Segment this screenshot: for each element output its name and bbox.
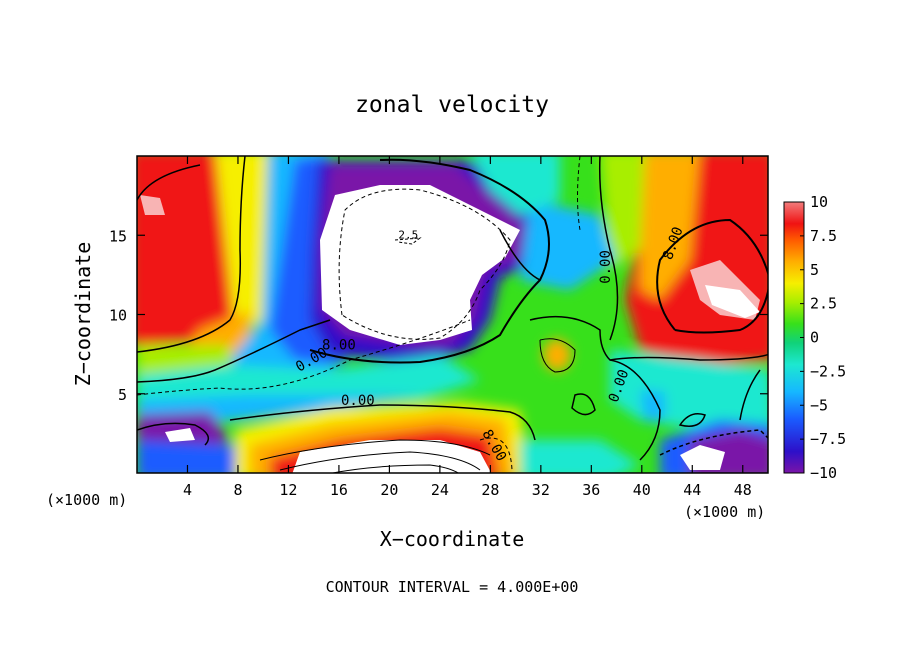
x-axis-label: X−coordinate (380, 527, 525, 551)
colorbar-tick-label: −2.5 (810, 362, 846, 380)
colorbar-tick-label: 2.5 (810, 295, 837, 313)
x-tick-label: 4 (183, 481, 192, 499)
x-tick-label: 40 (633, 481, 651, 499)
colorbar-tick-label: −5 (810, 396, 828, 414)
x-tick-label: 28 (481, 481, 499, 499)
x-tick-label: 36 (582, 481, 600, 499)
x-tick-label: 48 (734, 481, 752, 499)
y-axis-label: Z−coordinate (71, 242, 95, 387)
x-unit-left: (×1000 m) (46, 491, 127, 509)
colorbar-tick-label: 10 (810, 193, 828, 211)
x-tick-label: 12 (279, 481, 297, 499)
contour-interval-note: CONTOUR INTERVAL = 4.000E+00 (326, 578, 579, 596)
x-tick-label: 16 (330, 481, 348, 499)
contour-label: 0.00 (341, 393, 375, 409)
x-tick-label: 44 (683, 481, 701, 499)
y-tick-label: 15 (109, 227, 127, 245)
heatmap-field (137, 156, 768, 473)
x-tick-label: 32 (532, 481, 550, 499)
colorbar-tick-label: 5 (810, 261, 819, 279)
x-tick-label: 20 (380, 481, 398, 499)
chart-title: zonal velocity (355, 92, 549, 118)
y-tick-label: 10 (109, 307, 127, 325)
colorbar-ticks: 10 7.5 5 2.5 0 −2.5 −5 −7.5 −10 (800, 193, 846, 482)
colorbar-tick-label: 0 (810, 329, 819, 347)
x-unit-right: (×1000 m) (684, 503, 765, 521)
colorbar-tick-label: −10 (810, 464, 837, 482)
x-tick-label: 8 (233, 481, 242, 499)
colorbar-tick-label: 7.5 (810, 227, 837, 245)
contour-label: 8.00 (322, 337, 356, 353)
contour-label-small: 2.5 (398, 228, 418, 241)
x-tick-label: 24 (431, 481, 449, 499)
y-tick-label: 5 (118, 386, 127, 404)
contour-label: 0.00 (598, 250, 614, 284)
colorbar-tick-label: −7.5 (810, 430, 846, 448)
